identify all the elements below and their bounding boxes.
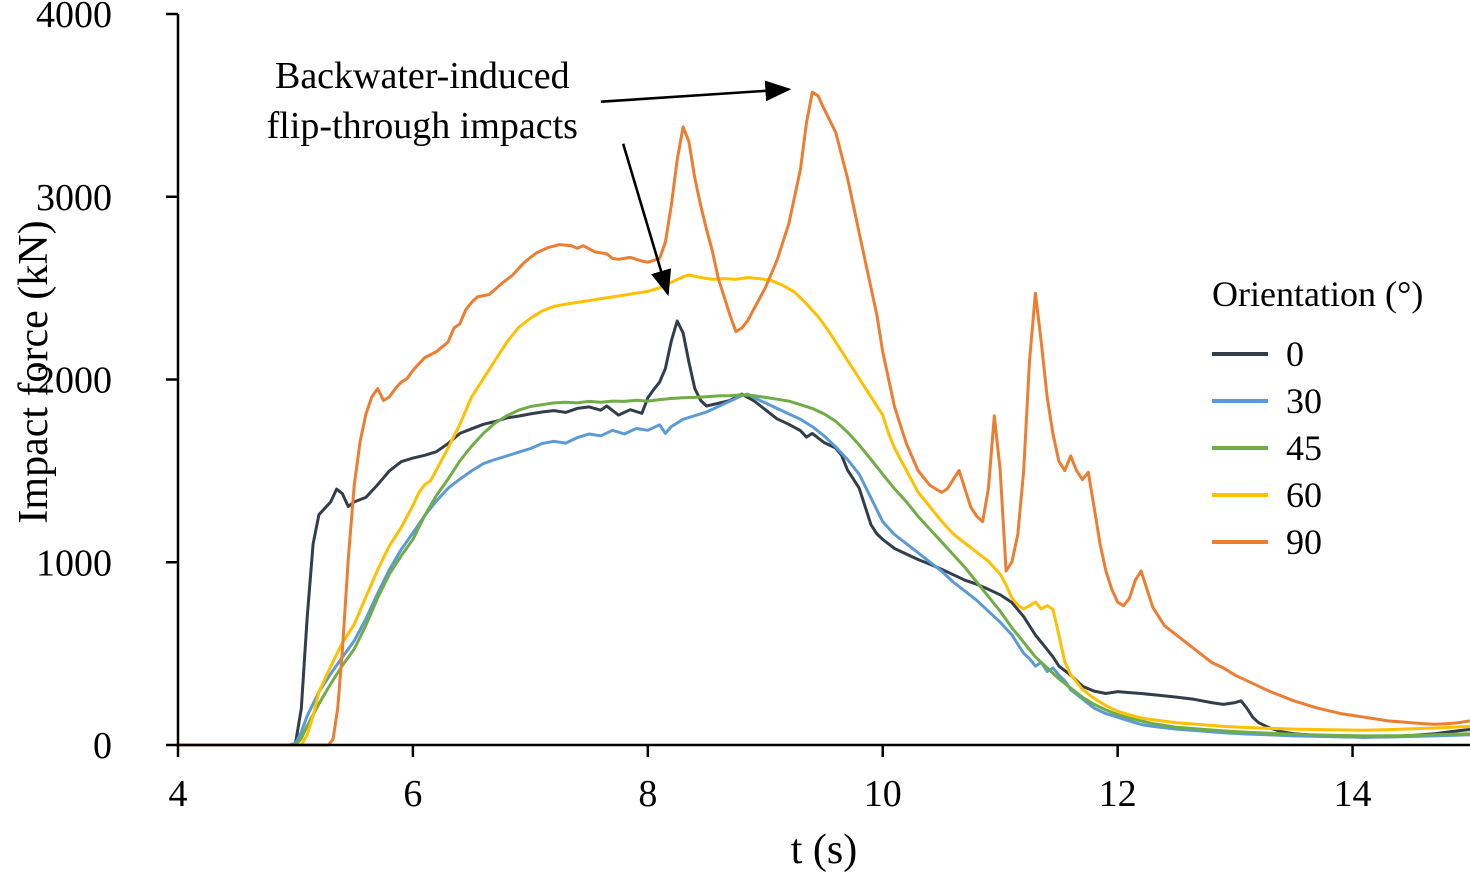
- legend-label: 60: [1286, 474, 1322, 515]
- legend-swatch: [1212, 398, 1268, 403]
- legend-swatch: [1212, 492, 1268, 497]
- series-line-90: [176, 90, 1470, 747]
- legend-swatch: [1212, 539, 1268, 544]
- x-axis-label: t (s): [790, 827, 858, 872]
- y-tick-label: 4000: [36, 0, 112, 36]
- legend-item-0: 0: [1212, 330, 1423, 377]
- legend-item-90: 90: [1212, 518, 1423, 565]
- y-tick-label: 2000: [36, 360, 112, 402]
- annotation-text: Backwater-induced flip-through impacts: [267, 55, 578, 147]
- y-tick-label: 1000: [36, 542, 112, 584]
- legend-label: 45: [1286, 427, 1322, 468]
- annotation-arrow-2: [621, 143, 672, 297]
- legend-items: 0 30 45 60 90: [1212, 330, 1423, 565]
- legend-label: 90: [1286, 521, 1322, 562]
- series-line-0: [176, 319, 1470, 747]
- legend-item-60: 60: [1212, 471, 1423, 518]
- legend-label: 30: [1286, 380, 1322, 421]
- x-tick-label: 4: [169, 773, 188, 815]
- x-tick-label: 14: [1334, 773, 1372, 815]
- y-tick-label: 0: [93, 725, 112, 767]
- y-axis-label: Impact force (kN): [11, 220, 57, 524]
- legend-item-30: 30: [1212, 377, 1423, 424]
- legend-item-45: 45: [1212, 424, 1423, 471]
- legend-label: 0: [1286, 333, 1304, 374]
- x-tick-label: 12: [1099, 773, 1137, 815]
- series-line-60: [176, 273, 1470, 747]
- legend-swatch: [1212, 445, 1268, 450]
- x-tick-label: 6: [403, 773, 422, 815]
- y-tick-label: 3000: [36, 177, 112, 219]
- annotation-arrow-1: [600, 80, 792, 104]
- legend-title: Orientation (°): [1212, 274, 1424, 314]
- series-line-45: [176, 393, 1470, 747]
- series-line-30: [176, 392, 1470, 747]
- legend-swatch: [1212, 351, 1268, 356]
- x-tick-label: 8: [638, 773, 657, 815]
- x-tick-label: 10: [864, 773, 902, 815]
- legend: Orientation (°) 0 30 45 60 90: [1212, 274, 1423, 565]
